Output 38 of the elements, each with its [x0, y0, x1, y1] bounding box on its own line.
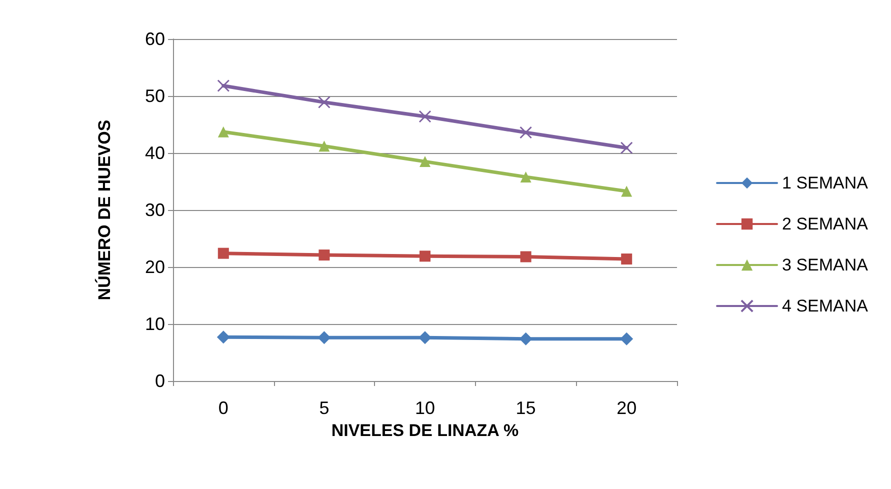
point: [218, 126, 229, 138]
x-tick-label: 20: [616, 398, 637, 418]
point: [519, 332, 532, 346]
y-tick-label: 20: [144, 257, 165, 277]
point: [318, 96, 330, 109]
legend-label: 3 SEMANA: [782, 256, 869, 274]
point: [621, 186, 632, 197]
x-axis-title: NIVELES DE LINAZA %: [331, 420, 519, 440]
y-axis-title: NÚMERO DE HUEVOS: [94, 120, 114, 300]
x-tick-label: 10: [414, 398, 436, 418]
x-tick-label: 15: [516, 398, 536, 418]
y-tick-label: 0: [154, 371, 165, 391]
point: [620, 142, 633, 154]
point: [318, 331, 331, 344]
y-tick-label: 60: [144, 29, 165, 49]
y-tick-label: 40: [144, 143, 165, 163]
point: [420, 156, 430, 168]
y-tick-label: 10: [144, 314, 165, 334]
y-tick-label: 50: [144, 86, 165, 106]
point: [418, 110, 432, 123]
y-tick-label: 30: [144, 200, 165, 220]
point: [420, 250, 430, 262]
x-tick-label: 0: [218, 398, 228, 418]
point: [620, 332, 634, 346]
point: [621, 254, 632, 265]
point: [520, 171, 532, 182]
legend-label: 2 SEMANA: [782, 214, 869, 234]
point: [318, 140, 330, 152]
point: [418, 331, 432, 344]
point: [217, 79, 230, 92]
point: [218, 248, 229, 259]
x-tick-label: 5: [319, 398, 330, 418]
point: [216, 330, 230, 344]
legend-label: 1 SEMANA: [782, 174, 869, 192]
legend-label: 4 SEMANA: [782, 296, 869, 316]
point: [520, 251, 532, 262]
point: [318, 250, 330, 261]
point: [520, 126, 532, 139]
